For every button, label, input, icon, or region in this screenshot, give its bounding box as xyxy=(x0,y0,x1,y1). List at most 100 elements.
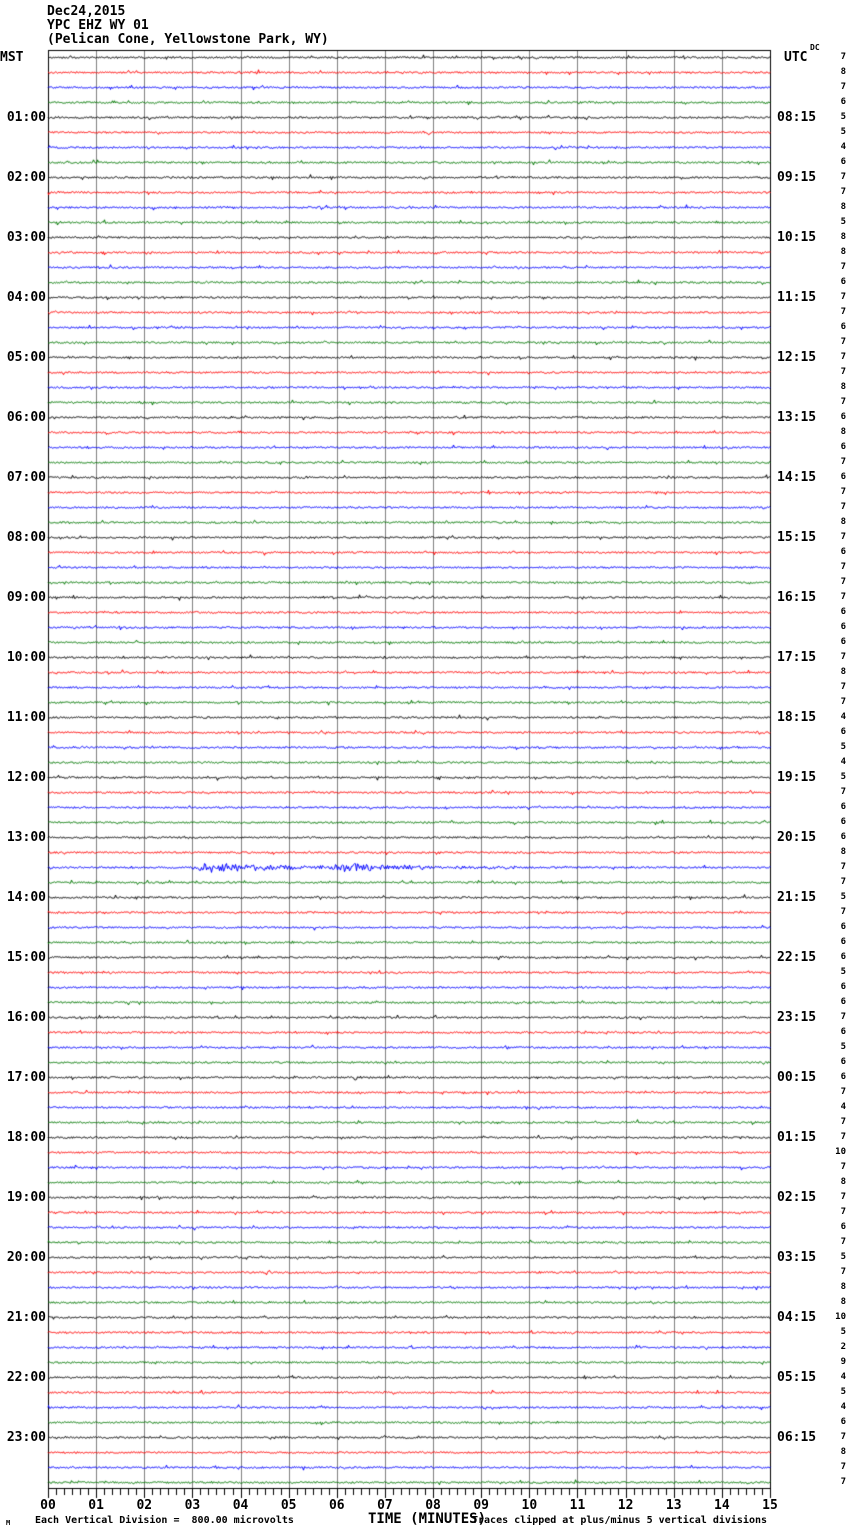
dc-offset-value: 4 xyxy=(840,1402,846,1412)
dc-offset-value: 7 xyxy=(840,532,846,542)
clip-note: Traces clipped at plus/minus 5 vertical … xyxy=(472,1515,768,1526)
mst-hour-label: 13:00 xyxy=(6,830,46,845)
dc-offset-value: 6 xyxy=(840,277,846,287)
dc-offset-value: 7 xyxy=(840,1237,846,1247)
dc-offset-value: 5 xyxy=(840,1387,846,1397)
utc-hour-label: 13:15 xyxy=(777,410,817,425)
dc-offset-value: 5 xyxy=(840,892,846,902)
dc-offset-value: 5 xyxy=(840,127,846,137)
dc-offset-value: 4 xyxy=(840,712,846,722)
dc-offset-value: 8 xyxy=(840,232,846,242)
dc-offset-value: 6 xyxy=(840,922,846,932)
dc-offset-value: 7 xyxy=(840,82,846,92)
mst-hour-label: 12:00 xyxy=(6,770,46,785)
left-axis-header: MST xyxy=(0,50,24,65)
dc-offset-value: 7 xyxy=(840,337,846,347)
x-tick-label: 13 xyxy=(665,1498,682,1513)
x-tick-label: 11 xyxy=(569,1498,586,1513)
x-tick-label: 10 xyxy=(521,1498,538,1513)
dc-offset-value: 8 xyxy=(840,427,846,437)
header-station-location: (Pelican Cone, Yellowstone Park, WY) xyxy=(47,32,329,47)
utc-hour-label: 22:15 xyxy=(777,950,817,965)
mst-hour-label: 14:00 xyxy=(6,890,46,905)
x-tick-label: 04 xyxy=(232,1498,249,1513)
dc-offset-value: 6 xyxy=(840,952,846,962)
dc-offset-value: 6 xyxy=(840,817,846,827)
dc-offset-value: 6 xyxy=(840,442,846,452)
dc-offset-value: 8 xyxy=(840,1282,846,1292)
dc-offset-value: 6 xyxy=(840,607,846,617)
dc-offset-value: 7 xyxy=(840,367,846,377)
dc-offset-value: 7 xyxy=(840,682,846,692)
dc-offset-value: 2 xyxy=(840,1342,846,1352)
mst-hour-label: 02:00 xyxy=(6,170,46,185)
utc-hour-label: 11:15 xyxy=(777,290,817,305)
dc-offset-value: 4 xyxy=(840,1372,846,1382)
mst-hour-label: 10:00 xyxy=(6,650,46,665)
x-tick-label: 12 xyxy=(617,1498,634,1513)
dc-offset-value: 4 xyxy=(840,757,846,767)
dc-offset-value: 6 xyxy=(840,322,846,332)
mst-hour-label: 01:00 xyxy=(6,110,46,125)
utc-hour-label: 08:15 xyxy=(777,110,817,125)
dc-offset-value: 7 xyxy=(840,262,846,272)
dc-offset-value: 7 xyxy=(840,1462,846,1472)
utc-hour-label: 09:15 xyxy=(777,170,817,185)
dc-offset-value: 8 xyxy=(840,517,846,527)
dc-offset-value: 7 xyxy=(840,787,846,797)
dc-offset-value: 7 xyxy=(840,1477,846,1487)
dc-offset-value: 7 xyxy=(840,697,846,707)
mst-hour-label: 18:00 xyxy=(6,1130,46,1145)
dc-offset-value: 7 xyxy=(840,1432,846,1442)
x-tick-label: 05 xyxy=(280,1498,297,1513)
mst-hour-label: 20:00 xyxy=(6,1250,46,1265)
dc-offset-value: 7 xyxy=(840,52,846,62)
dc-offset-value: 5 xyxy=(840,112,846,122)
x-tick-label: 02 xyxy=(136,1498,153,1513)
x-tick-label: 07 xyxy=(377,1498,393,1513)
utc-hour-label: 12:15 xyxy=(777,350,817,365)
dc-offset-value: 7 xyxy=(840,907,846,917)
dc-offset-value: 7 xyxy=(840,292,846,302)
dc-offset-value: 7 xyxy=(840,652,846,662)
dc-offset-value: 6 xyxy=(840,802,846,812)
utc-hour-label: 06:15 xyxy=(777,1430,817,1445)
dc-offset-value: 5 xyxy=(840,1042,846,1052)
dc-offset-value: 6 xyxy=(840,622,846,632)
dc-offset-value: 7 xyxy=(840,562,846,572)
dc-offset-value: 7 xyxy=(840,1132,846,1142)
x-axis-title: TIME (MINUTES) xyxy=(368,1511,487,1527)
mst-hour-label: 16:00 xyxy=(6,1010,46,1025)
utc-hour-label: 18:15 xyxy=(777,710,817,725)
dc-offset-value: 8 xyxy=(840,247,846,257)
dc-offset-value: 6 xyxy=(840,1417,846,1427)
dc-offset-value: 6 xyxy=(840,637,846,647)
dc-offset-value: 6 xyxy=(840,1057,846,1067)
dc-offset-value: 6 xyxy=(840,412,846,422)
utc-hour-label: 17:15 xyxy=(777,650,817,665)
dc-offset-value: 5 xyxy=(840,967,846,977)
dc-offset-value: 4 xyxy=(840,142,846,152)
dc-offset-value: 7 xyxy=(840,1162,846,1172)
dc-offset-value: 8 xyxy=(840,1177,846,1187)
dc-offset-value: 7 xyxy=(840,457,846,467)
dc-offset-value: 6 xyxy=(840,1222,846,1232)
x-tick-label: 15 xyxy=(762,1498,778,1513)
mst-hour-label: 09:00 xyxy=(6,590,46,605)
dc-offset-value: 6 xyxy=(840,97,846,107)
dc-offset-value: 7 xyxy=(840,1207,846,1217)
right-axis-header: UTC xyxy=(784,50,808,65)
mst-hour-label: 21:00 xyxy=(6,1310,46,1325)
dc-offset-value: 6 xyxy=(840,727,846,737)
mst-hour-label: 23:00 xyxy=(6,1430,46,1445)
dc-offset-value: 7 xyxy=(840,487,846,497)
dc-offset-value: 6 xyxy=(840,1027,846,1037)
vertical-scale-note: Each Vertical Division = 800.00 microvol… xyxy=(35,1515,294,1526)
header-station-id: YPC EHZ WY 01 xyxy=(47,18,149,33)
dc-offset-value: 7 xyxy=(840,307,846,317)
dc-offset-value: 7 xyxy=(840,1012,846,1022)
dc-offset-value: 7 xyxy=(840,1117,846,1127)
dc-offset-value: 7 xyxy=(840,502,846,512)
x-tick-label: 08 xyxy=(425,1498,441,1513)
utc-hour-label: 23:15 xyxy=(777,1010,817,1025)
